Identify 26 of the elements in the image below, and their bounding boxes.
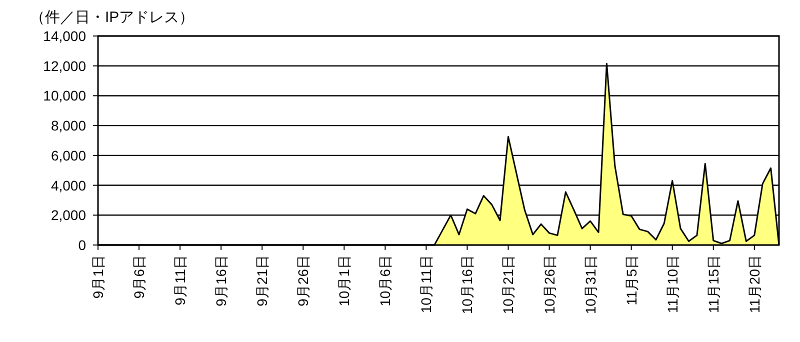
x-tick-label: 10月26日 xyxy=(541,255,558,314)
x-tick-label: 9月6日 xyxy=(131,255,148,299)
x-tick-label: 10月6日 xyxy=(377,255,394,306)
x-tick-label: 10月16日 xyxy=(459,255,476,314)
y-axis-title: （件／日・IPアドレス） xyxy=(30,9,194,26)
y-tick-label: 10,000 xyxy=(43,88,86,104)
y-tick-label: 8,000 xyxy=(50,118,86,134)
x-tick-label: 11月10日 xyxy=(664,255,680,314)
x-tick-label: 11月20日 xyxy=(746,255,762,314)
y-tick-label: 6,000 xyxy=(50,147,86,164)
x-tick-label: 9月21日 xyxy=(254,255,270,306)
x-tick-label: 11月15日 xyxy=(705,255,722,314)
x-tick-label: 10月31日 xyxy=(582,255,598,314)
x-tick-label: 9月26日 xyxy=(295,255,312,306)
x-tick-label: 10月1日 xyxy=(336,255,352,306)
x-tick-label: 9月1日 xyxy=(90,255,106,299)
y-tick-label: 0 xyxy=(78,237,86,253)
y-tick-label: 2,000 xyxy=(50,207,86,224)
x-tick-label: 11月5日 xyxy=(623,255,640,306)
y-tick-label: 14,000 xyxy=(43,28,86,44)
y-tick-label: 12,000 xyxy=(43,58,86,74)
x-tick-label: 9月16日 xyxy=(213,255,230,306)
x-tick-label: 10月21日 xyxy=(500,255,516,314)
x-tick-label: 10月11日 xyxy=(418,255,434,314)
y-tick-label: 4,000 xyxy=(50,177,86,194)
x-tick-label: 9月11日 xyxy=(172,255,188,306)
